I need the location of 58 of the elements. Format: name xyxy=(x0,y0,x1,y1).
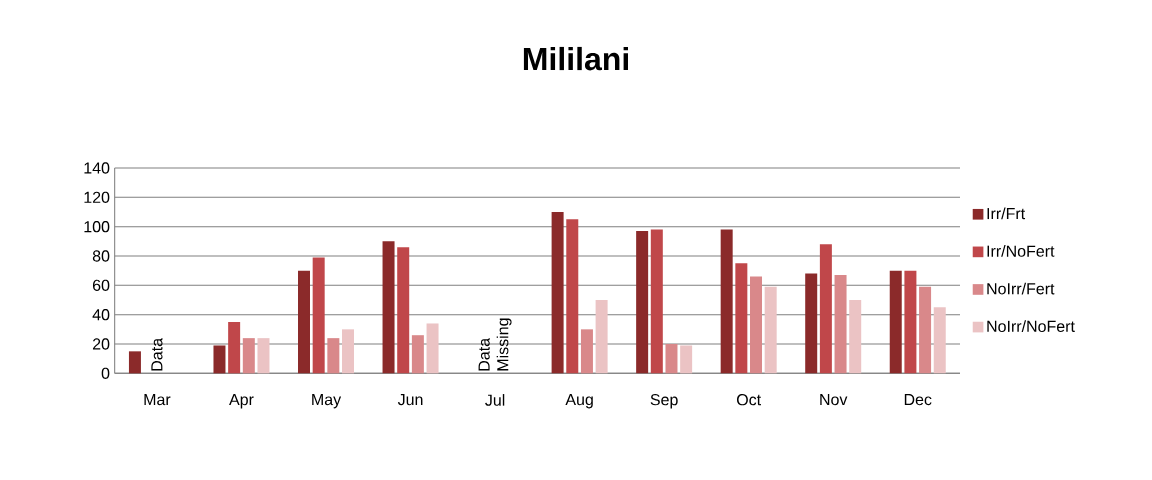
bar xyxy=(551,212,564,374)
y-tick-label: 0 xyxy=(101,367,110,379)
bar xyxy=(904,270,917,374)
legend-label: Irr/NoFert xyxy=(987,245,1055,257)
bar xyxy=(128,351,141,374)
bar xyxy=(397,247,410,374)
bar xyxy=(680,345,693,374)
bar xyxy=(426,323,439,374)
x-tick-label: Jun xyxy=(397,394,423,406)
bar xyxy=(819,244,832,374)
legend-label: NoIrr/NoFert xyxy=(987,320,1075,332)
bar xyxy=(849,300,862,374)
bar xyxy=(665,344,678,374)
chart-title: Mililani xyxy=(523,46,628,71)
bar xyxy=(411,335,424,374)
y-tick-label: 40 xyxy=(92,309,110,321)
y-tick-label: 20 xyxy=(92,338,110,350)
bar xyxy=(750,276,763,374)
annotation: Data Missing xyxy=(478,318,512,371)
bar xyxy=(735,263,748,374)
y-tick-label: 60 xyxy=(92,279,110,291)
bar xyxy=(834,275,847,374)
bar xyxy=(382,241,395,374)
y-tick-label: 140 xyxy=(84,162,110,174)
x-tick-label: Nov xyxy=(820,394,848,406)
bar xyxy=(720,229,733,374)
x-tick-label: Dec xyxy=(904,394,932,406)
bar xyxy=(650,229,663,374)
bar xyxy=(228,322,241,374)
bar xyxy=(919,286,932,374)
bar xyxy=(805,273,818,374)
x-tick-label: Oct xyxy=(736,394,762,406)
y-tick-label: 120 xyxy=(84,191,110,203)
bar xyxy=(595,300,608,374)
x-tick-label: May xyxy=(312,394,342,409)
x-tick-label: Sep xyxy=(650,394,678,409)
bar xyxy=(933,307,946,374)
bar xyxy=(636,231,649,374)
legend-label: NoIrr/Fert xyxy=(987,282,1055,295)
bar xyxy=(580,329,593,374)
y-tick-label: 100 xyxy=(84,221,110,233)
bar xyxy=(342,329,355,374)
bar xyxy=(312,257,325,374)
x-tick-label: Apr xyxy=(229,394,254,409)
annotation: Data xyxy=(151,337,163,371)
bar xyxy=(764,286,777,374)
bar xyxy=(213,345,226,374)
x-tick-label: Mar xyxy=(144,394,171,406)
y-tick-label: 80 xyxy=(92,250,110,262)
x-tick-label: Aug xyxy=(565,394,593,409)
bar xyxy=(298,270,311,374)
x-tick-label: Jul xyxy=(485,394,505,406)
bar xyxy=(327,338,340,374)
bar xyxy=(566,219,579,374)
bar xyxy=(889,270,902,374)
legend-label: Irr/Frt xyxy=(987,207,1026,220)
bar xyxy=(257,338,270,374)
bar xyxy=(242,338,255,374)
